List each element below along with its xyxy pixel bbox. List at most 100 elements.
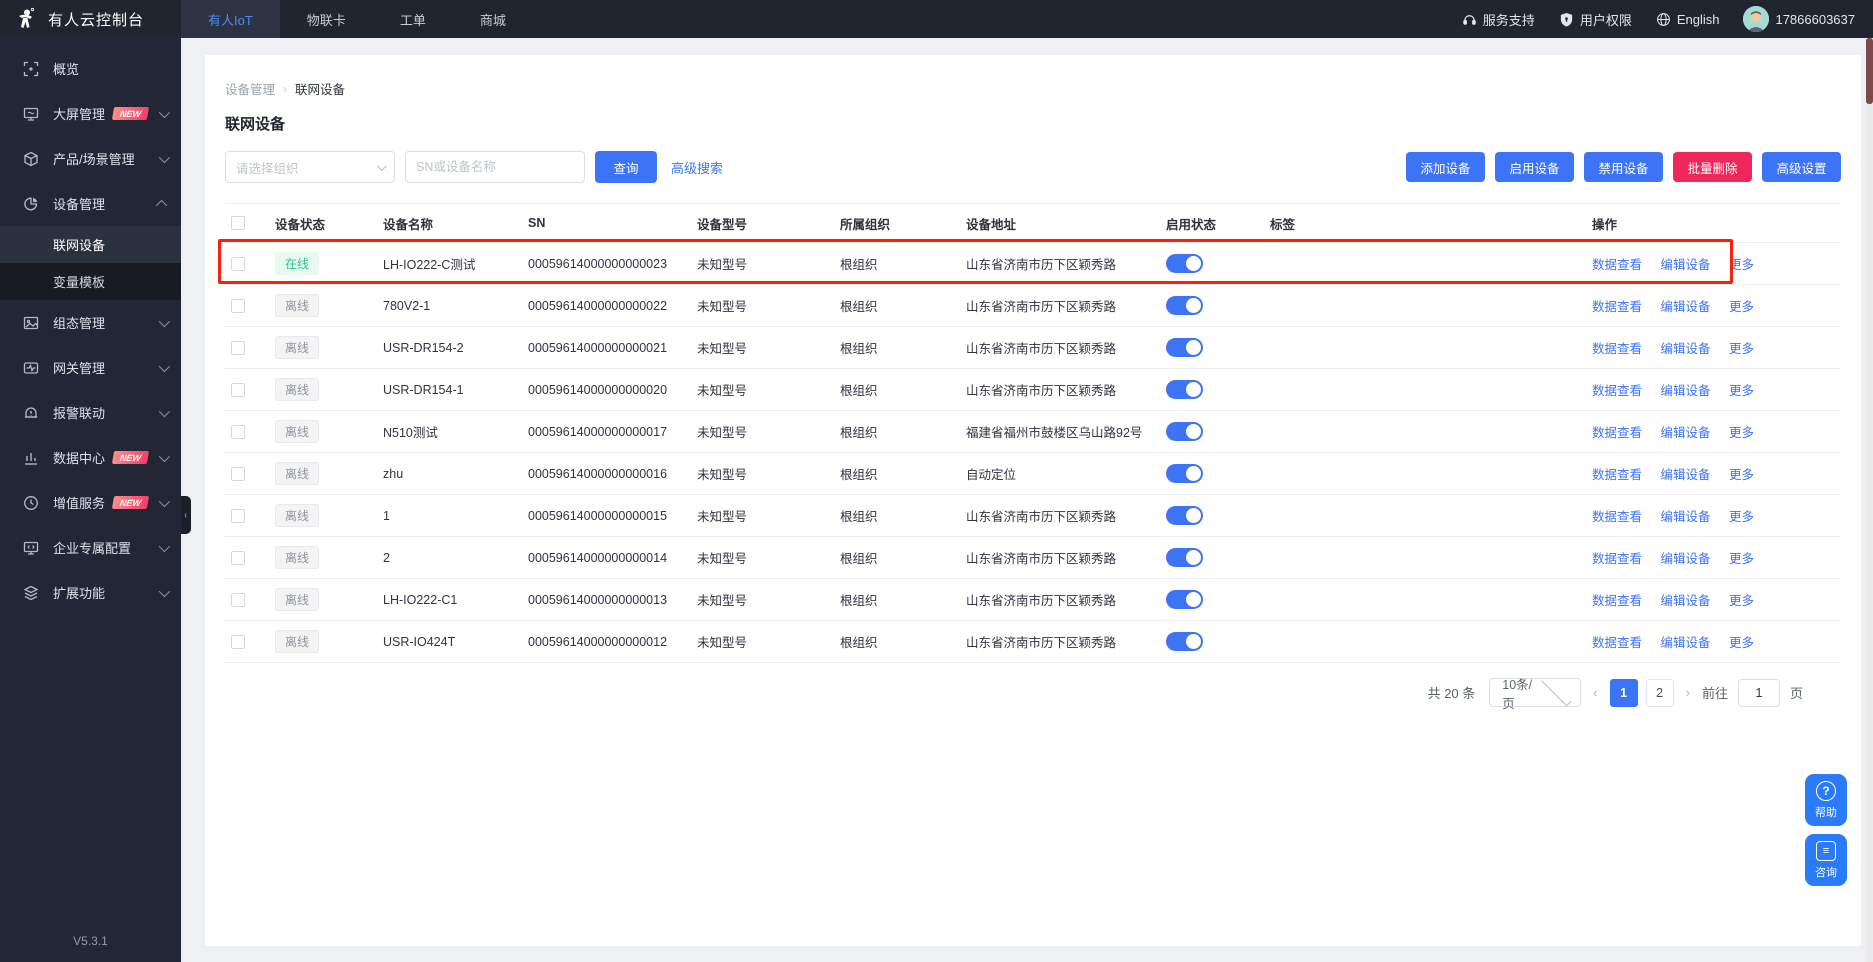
sidebar-item[interactable]: 企业专属配置 [0, 525, 181, 570]
scrollbar-thumb[interactable] [1866, 38, 1873, 104]
support-menu[interactable]: 服务支持 [1462, 10, 1535, 29]
query-button[interactable]: 查询 [595, 151, 657, 183]
enable-toggle[interactable] [1166, 464, 1203, 483]
topbar-tab[interactable]: 商城 [479, 12, 506, 28]
row-action-more[interactable]: 更多 [1729, 636, 1755, 650]
row-action-edit[interactable]: 编辑设备 [1660, 300, 1711, 314]
column-header: 设备型号 [691, 203, 834, 243]
row-checkbox[interactable] [231, 634, 245, 649]
search-input[interactable] [405, 151, 585, 183]
goto-page-input[interactable] [1737, 678, 1780, 707]
language-menu[interactable]: English [1656, 12, 1719, 27]
row-action-more[interactable]: 更多 [1729, 258, 1755, 272]
sidebar-item[interactable]: 增值服务 NEW [0, 480, 181, 525]
device-address: 福建省福州市鼓楼区乌山路92号 [960, 410, 1160, 453]
row-action-edit[interactable]: 编辑设备 [1660, 468, 1711, 482]
row-action-view[interactable]: 数据查看 [1592, 426, 1643, 440]
enable-toggle[interactable] [1166, 296, 1203, 315]
column-header: SN [522, 203, 691, 243]
row-action-edit[interactable]: 编辑设备 [1660, 636, 1711, 650]
sidebar-item[interactable]: 报警联动 [0, 390, 181, 435]
new-badge: NEW [111, 107, 150, 120]
row-action-view[interactable]: 数据查看 [1592, 258, 1643, 272]
next-page-button[interactable]: › [1685, 685, 1690, 700]
topbar-tab[interactable]: 有人IoT [181, 0, 280, 38]
breadcrumb-parent[interactable]: 设备管理 [225, 83, 276, 97]
topbar-tab[interactable]: 工单 [399, 12, 426, 28]
row-action-more[interactable]: 更多 [1729, 384, 1755, 398]
row-action-view[interactable]: 数据查看 [1592, 510, 1643, 524]
sidebar-subitem-item[interactable]: 变量模板 [0, 263, 181, 300]
consult-button[interactable]: ≡ 咨询 [1805, 834, 1847, 886]
row-action-view[interactable]: 数据查看 [1592, 636, 1643, 650]
row-checkbox[interactable] [231, 382, 245, 397]
row-action-view[interactable]: 数据查看 [1592, 342, 1643, 356]
row-action-edit[interactable]: 编辑设备 [1660, 384, 1711, 398]
row-checkbox[interactable] [231, 508, 245, 523]
row-action-view[interactable]: 数据查看 [1592, 552, 1643, 566]
row-action-more[interactable]: 更多 [1729, 552, 1755, 566]
sidebar-item[interactable]: 网关管理 [0, 345, 181, 390]
help-button[interactable]: ? 帮助 [1805, 774, 1847, 826]
sidebar-item[interactable]: 产品/场景管理 [0, 136, 181, 181]
row-checkbox[interactable] [231, 550, 245, 565]
topbar-tab[interactable]: 物联卡 [306, 12, 346, 28]
bulk-action-button[interactable]: 批量删除 [1673, 152, 1752, 182]
enable-toggle[interactable] [1166, 254, 1203, 273]
advanced-search-link[interactable]: 高级搜索 [671, 160, 724, 176]
bulk-action-button[interactable]: 高级设置 [1762, 152, 1841, 182]
logo-area[interactable]: 有人云控制台 [0, 0, 181, 38]
row-action-view[interactable]: 数据查看 [1592, 384, 1643, 398]
enable-toggle[interactable] [1166, 506, 1203, 525]
bulk-action-button[interactable]: 禁用设备 [1584, 152, 1663, 182]
account-menu[interactable]: 17866603637 [1743, 6, 1855, 32]
enable-toggle[interactable] [1166, 380, 1203, 399]
permissions-menu[interactable]: 用户权限 [1559, 10, 1632, 29]
scrollbar-track[interactable] [1866, 38, 1873, 962]
row-checkbox[interactable] [231, 340, 245, 355]
sidebar-item[interactable]: 扩展功能 [0, 570, 181, 615]
enable-toggle[interactable] [1166, 422, 1203, 441]
row-action-edit[interactable]: 编辑设备 [1660, 552, 1711, 566]
device-address: 山东省济南市历下区颖秀路 [960, 242, 1160, 285]
row-action-view[interactable]: 数据查看 [1592, 300, 1643, 314]
sidebar-collapse-handle[interactable]: ‹ [181, 496, 191, 534]
row-checkbox[interactable] [231, 298, 245, 313]
row-action-more[interactable]: 更多 [1729, 426, 1755, 440]
row-checkbox[interactable] [231, 592, 245, 607]
row-action-edit[interactable]: 编辑设备 [1660, 342, 1711, 356]
sidebar-item[interactable]: 大屏管理 NEW [0, 91, 181, 136]
enable-toggle[interactable] [1166, 632, 1203, 651]
row-action-edit[interactable]: 编辑设备 [1660, 258, 1711, 272]
row-action-edit[interactable]: 编辑设备 [1660, 426, 1711, 440]
page-button[interactable]: 1 [1609, 678, 1638, 707]
sidebar-item[interactable]: 数据中心 NEW [0, 435, 181, 480]
row-action-more[interactable]: 更多 [1729, 300, 1755, 314]
row-action-more[interactable]: 更多 [1729, 468, 1755, 482]
select-all-checkbox[interactable] [231, 216, 245, 231]
chevron-down-icon [158, 450, 171, 462]
enable-toggle[interactable] [1166, 338, 1203, 357]
sidebar-item[interactable]: 组态管理 [0, 300, 181, 345]
row-action-more[interactable]: 更多 [1729, 342, 1755, 356]
row-action-more[interactable]: 更多 [1729, 594, 1755, 608]
enable-toggle[interactable] [1166, 590, 1203, 609]
sidebar-item[interactable]: 概览 [0, 46, 181, 91]
row-checkbox[interactable] [231, 424, 245, 439]
row-checkbox[interactable] [231, 466, 245, 481]
row-action-edit[interactable]: 编辑设备 [1660, 594, 1711, 608]
page-button[interactable]: 2 [1645, 678, 1674, 707]
page-size-select[interactable]: 10条/页 [1489, 676, 1582, 711]
bulk-action-button[interactable]: 启用设备 [1495, 152, 1574, 182]
row-action-more[interactable]: 更多 [1729, 510, 1755, 524]
enable-toggle[interactable] [1166, 548, 1203, 567]
row-checkbox[interactable] [231, 256, 245, 271]
row-action-view[interactable]: 数据查看 [1592, 594, 1643, 608]
org-select[interactable]: 请选择组织 [225, 151, 395, 183]
sidebar-subitem-active[interactable]: 联网设备 [0, 226, 181, 263]
row-action-view[interactable]: 数据查看 [1592, 468, 1643, 482]
prev-page-button[interactable]: ‹ [1593, 685, 1598, 700]
row-action-edit[interactable]: 编辑设备 [1660, 510, 1711, 524]
sidebar-item[interactable]: 设备管理 [0, 181, 181, 226]
bulk-action-button[interactable]: 添加设备 [1406, 152, 1485, 182]
